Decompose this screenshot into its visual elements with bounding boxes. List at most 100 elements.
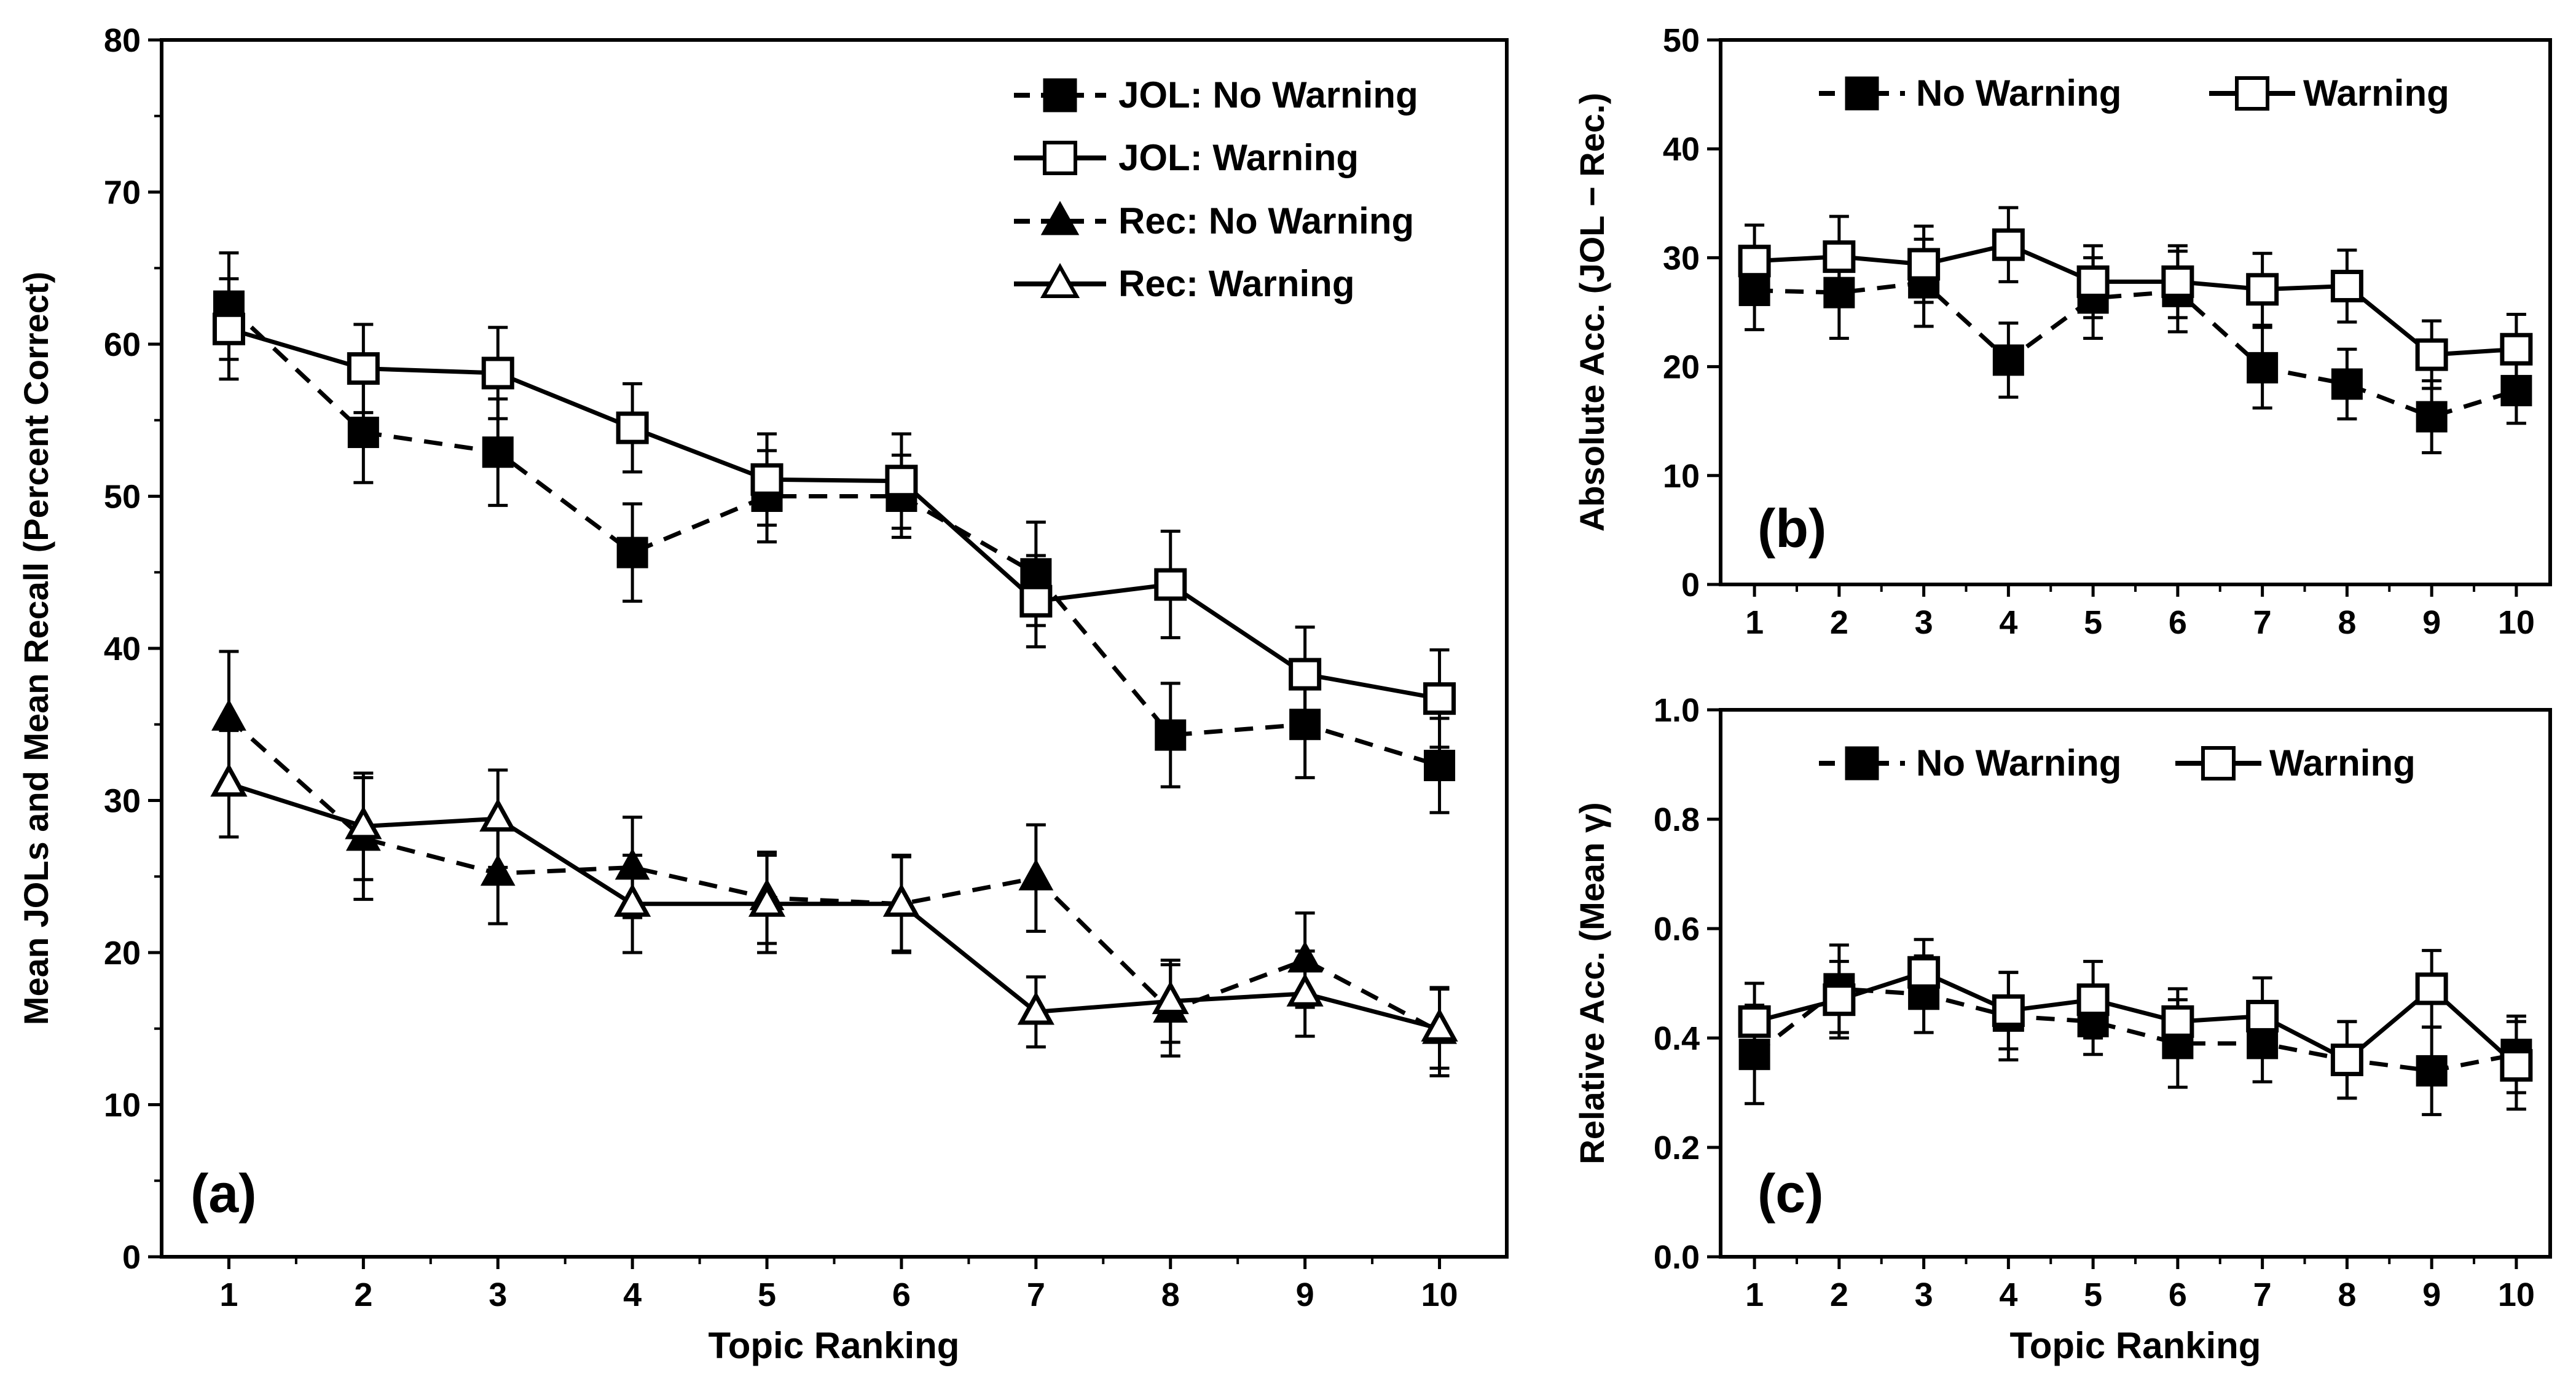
legend-swatch-square-open-icon [1043, 141, 1077, 175]
data-point-square [347, 417, 379, 449]
panel-c: Relative Acc. (Mean γ) Topic Ranking (c)… [1573, 692, 2552, 1366]
legend-swatch-square-filled-icon [1845, 76, 1879, 111]
data-point-triangle [882, 883, 921, 917]
y-tick-label: 80 [104, 22, 141, 59]
legend-label: Warning [2303, 73, 2449, 114]
data-point-square [1823, 983, 1856, 1016]
panel-a-x-axis-label: Topic Ranking [709, 1325, 960, 1366]
data-point-square [212, 312, 245, 345]
panel-c-x-axis-label: Topic Ranking [2010, 1325, 2261, 1366]
data-point-triangle [211, 699, 246, 731]
data-point-square [750, 463, 783, 496]
legend-entry-no-warning: No Warning [1819, 742, 2121, 784]
data-point-triangle [345, 806, 382, 839]
data-point-square [2247, 352, 2279, 383]
x-tick-label: 4 [1999, 1276, 2017, 1313]
x-tick-label: 1 [219, 1276, 238, 1313]
x-tick-label: 10 [1421, 1276, 1458, 1313]
y-tick-label: 0.4 [1654, 1020, 1700, 1057]
legend-entry-jol-warning: JOL: Warning [1014, 137, 1359, 178]
y-tick-label: 10 [1663, 458, 1700, 495]
panel-b: Absolute Acc. (JOL − Rec.) (b) 0 10 20 30 40… [1573, 22, 2552, 641]
panel-b-plot-area: 0 10 20 30 40 50 1 2 3 4 5 6 7 8 9 10 [1663, 22, 2535, 641]
data-point-square [2415, 338, 2448, 371]
x-tick-label: 9 [2422, 604, 2441, 641]
panel-a-label: (a) [190, 1163, 257, 1224]
x-tick-label: 6 [892, 1276, 911, 1313]
x-tick-label: 2 [1830, 604, 1848, 641]
panel-a-legend: JOL: No Warning JOL: Warning Rec: No War… [1014, 74, 1418, 304]
data-point-square [2415, 972, 2448, 1005]
legend-entry-rec-warning: Rec: Warning [1014, 262, 1354, 304]
y-tick-label: 0.0 [1654, 1239, 1700, 1276]
x-tick-label: 3 [1915, 604, 1933, 641]
legend-label: Rec: No Warning [1118, 200, 1414, 242]
data-point-square [347, 352, 380, 385]
y-tick-label: 1.0 [1654, 692, 1700, 729]
data-point-triangle [210, 763, 248, 797]
y-tick-label: 0.6 [1654, 911, 1700, 948]
data-point-square [1992, 344, 2024, 376]
y-tick-label: 40 [104, 631, 141, 667]
data-point-square [1738, 1039, 1770, 1071]
legend-label: JOL: No Warning [1118, 74, 1418, 116]
panel-b-plot-frame [1719, 38, 2552, 586]
data-point-square [1738, 245, 1771, 278]
series-line-1 [1753, 986, 2517, 1073]
data-point-triangle [1421, 1008, 1458, 1042]
legend-entry-jol-no-warning: JOL: No Warning [1014, 74, 1418, 116]
x-tick-label: 5 [758, 1276, 776, 1313]
x-tick-label: 10 [2498, 604, 2535, 641]
panel-c-legend: No Warning Warning [1819, 742, 2416, 784]
y-tick-label: 50 [1663, 22, 1700, 59]
data-point-square [2416, 1055, 2448, 1087]
data-point-triangle [1152, 980, 1189, 1015]
series-line-3 [227, 717, 1441, 1034]
x-tick-label: 10 [2498, 1276, 2535, 1313]
legend-swatch-square-filled-icon [1043, 78, 1077, 112]
legend-label: No Warning [1916, 73, 2121, 114]
series-line-1 [227, 304, 1440, 768]
y-tick-label: 60 [104, 326, 141, 363]
x-tick-label: 2 [1830, 1276, 1848, 1313]
data-point-triangle [614, 883, 651, 917]
y-tick-label: 20 [1663, 349, 1700, 386]
data-point-square [2330, 1044, 2363, 1077]
x-tick-label: 3 [489, 1276, 507, 1313]
data-point-square [2246, 999, 2279, 1032]
panel-b-legend: No Warning Warning [1819, 73, 2449, 114]
panel-b-label: (b) [1757, 498, 1826, 559]
y-tick-label: 20 [104, 935, 141, 972]
data-point-square [2330, 269, 2363, 302]
legend-swatch-square-filled-icon [1845, 746, 1879, 780]
x-tick-label: 8 [2338, 604, 2356, 641]
data-point-triangle [479, 798, 517, 832]
data-point-square [1289, 658, 1322, 691]
panel-b-y-axis-label: Absolute Acc. (JOL − Rec.) [1573, 93, 1611, 532]
series-line-4 [228, 781, 1440, 1031]
x-tick-label: 1 [1745, 1276, 1764, 1313]
data-point-square [1992, 228, 2025, 261]
data-point-square [1424, 750, 1456, 782]
data-point-square [885, 465, 918, 498]
series-line-2 [1754, 242, 2517, 357]
y-tick-label: 0 [1681, 567, 1700, 604]
y-tick-label: 50 [104, 479, 141, 516]
x-tick-label: 5 [2084, 604, 2102, 641]
panel-a-plot-area: 0 10 20 30 40 50 60 70 80 1 2 3 4 5 6 7 8 9 10 [104, 22, 1458, 1313]
legend-swatch-square-open-icon [2235, 76, 2269, 111]
x-tick-label: 4 [1999, 604, 2017, 641]
legend-label: Rec: Warning [1118, 263, 1354, 304]
x-tick-label: 9 [2422, 1276, 2441, 1313]
data-point-square [1738, 1005, 1771, 1038]
y-tick-label: 40 [1663, 131, 1700, 168]
data-point-square [1738, 275, 1770, 307]
data-point-square [1423, 682, 1456, 715]
data-point-square [2331, 368, 2363, 400]
data-point-square [2500, 375, 2532, 407]
legend-swatch-square-open-icon [2201, 746, 2236, 780]
y-tick-label: 0.2 [1654, 1130, 1700, 1166]
y-tick-label: 10 [104, 1087, 141, 1124]
data-point-square [1907, 248, 1941, 281]
